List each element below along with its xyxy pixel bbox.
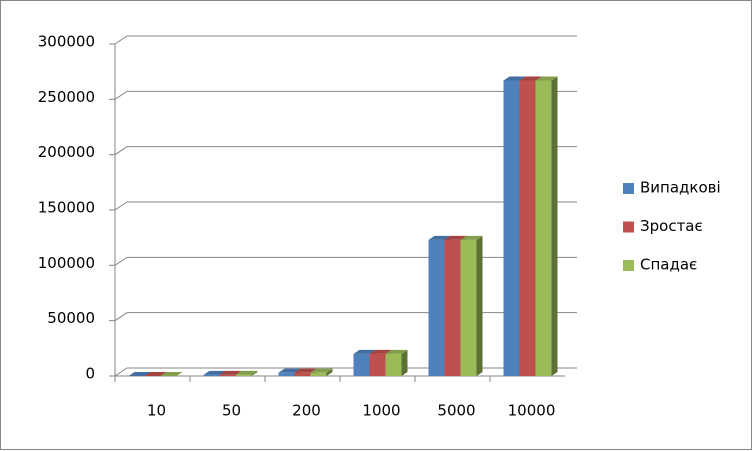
y-tick-label: 0 — [85, 365, 95, 383]
bar-top — [203, 370, 226, 375]
bar-side — [176, 371, 183, 376]
bar — [203, 374, 220, 376]
bar — [310, 372, 327, 376]
bar-side — [476, 235, 483, 376]
x-tick-label: 10000 — [508, 402, 556, 420]
bar-side — [401, 349, 408, 376]
bar-top — [460, 235, 483, 240]
legend-marker — [623, 260, 634, 271]
bar-top — [160, 371, 183, 376]
bar-top — [144, 371, 167, 376]
bar-side — [251, 370, 258, 376]
bar-top — [519, 76, 542, 81]
bar-top — [385, 349, 408, 354]
bar-top — [294, 368, 317, 373]
bar-top — [235, 370, 258, 375]
bar-top — [219, 370, 242, 375]
bar-side — [326, 368, 333, 376]
legend-label: Спадає — [640, 256, 697, 274]
bar-top — [128, 371, 151, 376]
bar — [535, 80, 552, 377]
grid-line — [114, 146, 577, 156]
grid-line — [114, 312, 577, 322]
bar-top — [428, 235, 451, 240]
bar — [278, 372, 295, 376]
x-tick-label: 10 — [147, 402, 166, 420]
bar — [519, 80, 536, 377]
bar — [369, 353, 386, 376]
grid-line — [114, 90, 577, 100]
x-tick-label: 200 — [292, 402, 321, 420]
y-tick-label: 150000 — [38, 199, 95, 217]
bar-top — [353, 349, 376, 354]
legend-marker — [623, 221, 634, 233]
bar-top — [278, 368, 301, 373]
y-tick-label: 250000 — [38, 88, 95, 106]
legend-label: Випадкові — [640, 179, 721, 197]
y-tick-label: 100000 — [38, 254, 95, 272]
bar-top — [444, 235, 467, 240]
bar — [428, 239, 445, 376]
grid-line — [114, 367, 577, 377]
grid-line — [114, 256, 577, 266]
bar-side — [551, 76, 558, 377]
legend-marker — [623, 183, 634, 194]
bar — [385, 353, 402, 376]
y-tick-label: 300000 — [38, 33, 95, 51]
bar-top — [503, 76, 526, 81]
bar — [294, 372, 311, 376]
bar-top — [369, 349, 392, 354]
grid-line — [114, 201, 577, 211]
x-tick-label: 1000 — [362, 402, 400, 420]
bar — [460, 239, 477, 376]
y-tick-label: 50000 — [47, 309, 95, 327]
x-tick-label: 5000 — [437, 402, 475, 420]
y-tick-label: 200000 — [38, 143, 95, 161]
bar-top — [535, 76, 558, 81]
bar — [353, 353, 370, 376]
grid-line — [114, 35, 577, 45]
bar — [219, 374, 236, 376]
x-tick-label: 50 — [222, 402, 241, 420]
bar-top — [310, 368, 333, 373]
bar — [503, 80, 520, 377]
bar — [235, 374, 252, 376]
legend-label: Зростає — [640, 217, 703, 235]
bar — [444, 239, 461, 376]
